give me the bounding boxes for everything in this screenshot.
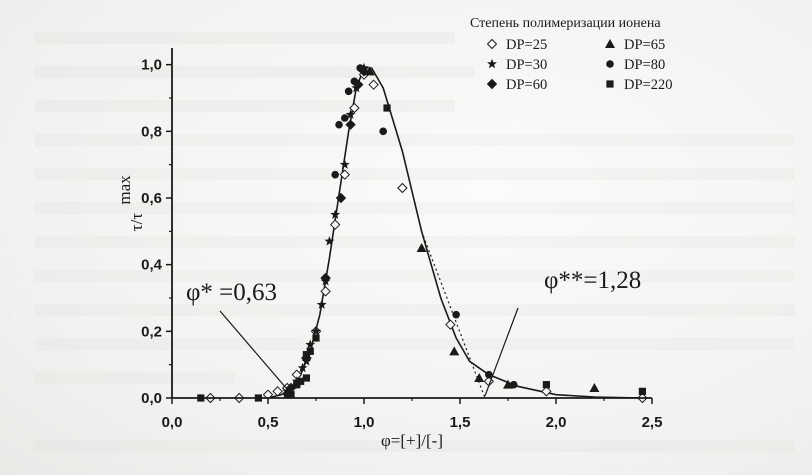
data-point: [302, 374, 310, 382]
data-point: [339, 159, 350, 169]
data-point: [324, 236, 335, 246]
legend-marker: [487, 58, 497, 69]
legend-marker: [486, 38, 498, 50]
data-point: [293, 381, 301, 389]
data-point: [474, 373, 485, 382]
data-point: [589, 383, 600, 392]
data-point: [509, 380, 518, 389]
legend-label: DP=65: [624, 37, 665, 53]
annotations: φ* =0,63 φ**=1,28: [186, 267, 641, 397]
data-point: [297, 362, 308, 373]
annotation-label: φ**=1,28: [544, 267, 641, 294]
data-point: [485, 370, 493, 379]
data-point: [445, 319, 456, 330]
data-point: [368, 79, 379, 90]
data-point: [383, 104, 391, 112]
axes: 0,0 0,5 1,0 1,5 2,0 2,5 0,0 0,2 0,4 0,6 0,8 1,0 φ=[+…: [115, 48, 662, 450]
data-point: [339, 169, 351, 180]
annotation-pointer-line: [219, 310, 294, 397]
data-point: [321, 274, 330, 282]
legend-marker: [606, 60, 614, 68]
data-point: [452, 310, 460, 319]
data-point: [364, 66, 375, 76]
data-point: [331, 170, 340, 179]
legend-title: Степень полимеризации ионена: [470, 16, 661, 31]
legend-label: DP=220: [624, 77, 672, 93]
annotation-label: φ* =0,63: [186, 279, 277, 306]
data-point: [345, 119, 356, 130]
x-tick-label: 2,0: [546, 414, 567, 431]
legend-label: DP=25: [506, 37, 547, 53]
data-point: [349, 102, 360, 114]
y-tick-label: 1,0: [141, 57, 162, 74]
data-point: [341, 114, 349, 122]
data-point: [345, 109, 356, 119]
y-tick-label: 0,0: [141, 390, 162, 407]
data-point: [335, 192, 347, 204]
data-point: [638, 387, 646, 395]
y-tick-label: 0,6: [141, 190, 162, 207]
legend-label: DP=60: [506, 77, 547, 93]
data-point: [350, 77, 359, 86]
data-point: [449, 346, 460, 356]
legend-label: DP=80: [624, 57, 665, 73]
y-axis-label-text: τ/τ: [127, 213, 146, 232]
background-text-bleed: [35, 32, 795, 452]
data-point: [306, 347, 314, 355]
data-point: [542, 381, 550, 389]
y-tick-label: 0,8: [141, 123, 162, 140]
data-point: [316, 299, 327, 309]
x-tick-label: 1,5: [450, 414, 471, 431]
data-point: [329, 219, 341, 230]
data-point: [302, 351, 310, 359]
annotation-pointer-line: [484, 307, 519, 397]
data-point: [312, 334, 320, 342]
data-point: [272, 386, 283, 397]
data-point: [320, 286, 331, 297]
legend: Степень полимеризации ионена DP=25 DP=30 DP…: [470, 16, 672, 93]
legend-marker: [606, 80, 614, 88]
data-point: [356, 64, 364, 72]
data-point: [291, 376, 302, 386]
data-point: [344, 87, 353, 96]
data-point: [416, 243, 427, 252]
legend-label: DP=30: [506, 57, 547, 73]
x-tick-label: 1,0: [354, 414, 375, 431]
data-point: [282, 386, 293, 396]
y-axis-label-superscript: max: [115, 175, 134, 205]
x-tick-label: 0,5: [258, 414, 279, 431]
data-point: [330, 209, 341, 219]
data-point: [305, 339, 316, 349]
legend-marker: [486, 78, 498, 90]
data-point: [379, 127, 388, 136]
x-tick-label: 0,0: [162, 414, 183, 431]
x-axis-label: φ=[+]/[-]: [381, 431, 443, 450]
legend-marker: [605, 39, 615, 48]
x-tick-label: 2,5: [642, 414, 663, 431]
data-point: [297, 377, 305, 385]
data-point: [541, 386, 552, 397]
data-point: [311, 326, 321, 336]
y-axis-label: τ/τ max: [115, 175, 146, 231]
data-point: [335, 120, 343, 129]
data-point: [397, 182, 408, 194]
y-tick-label: 0,4: [141, 257, 163, 274]
y-tick-label: 0,2: [141, 323, 162, 340]
plot-area: [197, 62, 648, 404]
